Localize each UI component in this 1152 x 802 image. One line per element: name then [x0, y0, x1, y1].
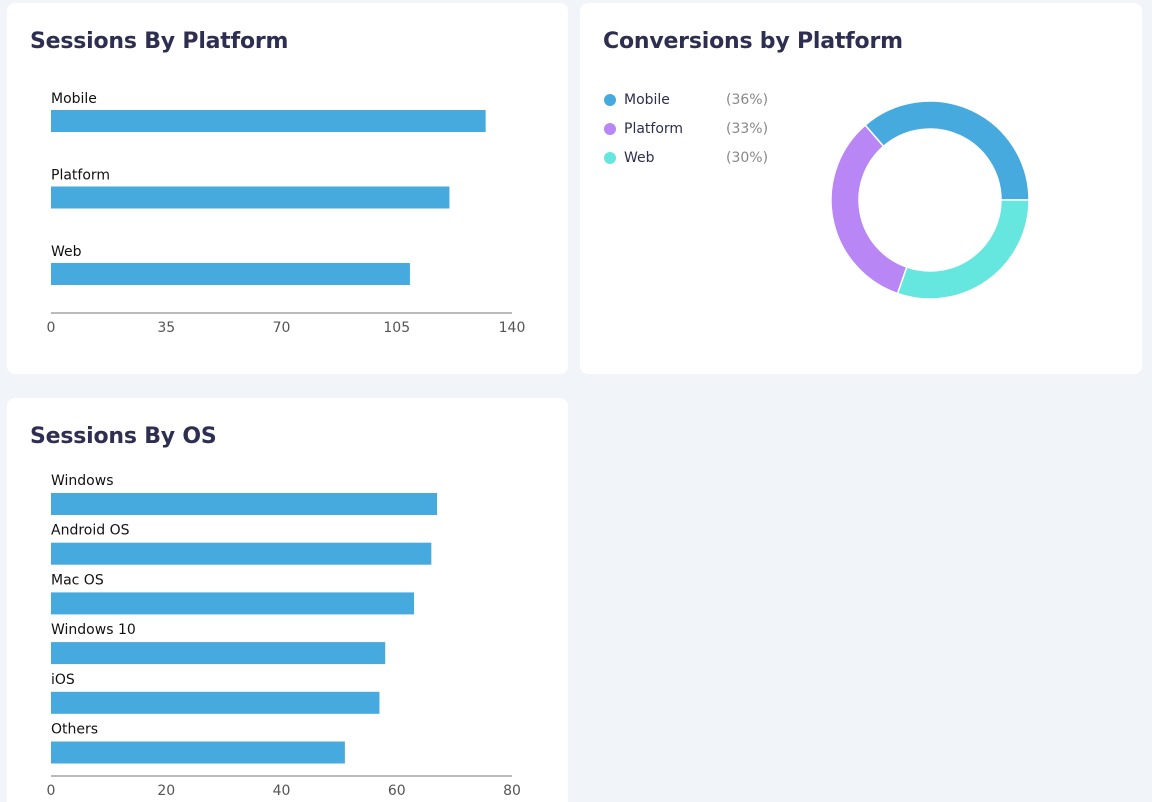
legend-label: Web — [624, 149, 655, 166]
bar-mac-os[interactable] — [51, 592, 415, 615]
bar-others[interactable] — [51, 741, 345, 764]
card-title: Sessions By Platform — [30, 29, 289, 54]
sessions-by-os-chart: Windows Android OS Mac OS Windows 10 iOS Othe… — [47, 473, 521, 799]
category-label-mobile: Mobile — [51, 91, 97, 107]
legend-percent: (36%) — [726, 91, 769, 108]
x-tick-label: 140 — [499, 320, 526, 336]
sessions-by-platform-chart: Mobile Platform Web 0 35 70 105 140 — [47, 91, 526, 336]
x-tick-label: 35 — [157, 320, 175, 336]
donut-slice-platform[interactable] — [830, 124, 908, 295]
bar-android-os[interactable] — [51, 542, 432, 565]
bar-ios[interactable] — [51, 691, 380, 714]
legend-item-platform[interactable]: Platform (33%) — [604, 114, 768, 143]
legend-label: Platform — [624, 120, 684, 137]
donut-slice-web[interactable] — [896, 199, 1030, 300]
category-label-mac-os: Mac OS — [51, 572, 104, 588]
bar-web[interactable] — [51, 263, 410, 285]
x-tick-label: 0 — [47, 320, 56, 336]
bar-windows[interactable] — [51, 493, 438, 515]
x-tick-label: 70 — [273, 320, 291, 336]
card-title: Conversions by Platform — [603, 29, 903, 54]
mobile-dot-icon — [604, 93, 616, 106]
x-tick-label: 80 — [503, 783, 521, 799]
sessions-by-platform-card: Sessions By Platform Mobile Platform Web 0 3… — [7, 3, 568, 374]
donut-slice-mobile[interactable] — [864, 100, 1030, 201]
conversions-by-platform-card: Conversions by Platform Mobile (36%) Pla… — [580, 3, 1142, 374]
category-label-ios: iOS — [51, 672, 75, 688]
category-label-windows: Windows — [51, 473, 114, 489]
x-tick-label: 105 — [383, 320, 410, 336]
legend-label: Mobile — [624, 91, 670, 108]
bar-platform[interactable] — [51, 186, 450, 209]
bar-windows-10[interactable] — [51, 642, 386, 665]
platform-dot-icon — [604, 122, 616, 135]
category-label-android-os: Android OS — [51, 523, 130, 539]
bar-mobile[interactable] — [51, 110, 486, 132]
x-tick-label: 60 — [388, 783, 406, 799]
chart-legend: Mobile (36%) Platform (33%) Web (30%) — [604, 85, 768, 172]
category-label-windows-10: Windows 10 — [51, 622, 136, 638]
category-label-web: Web — [51, 244, 82, 260]
legend-item-web[interactable]: Web (30%) — [604, 143, 768, 172]
legend-item-mobile[interactable]: Mobile (36%) — [604, 85, 768, 114]
web-dot-icon — [604, 151, 616, 164]
category-label-platform: Platform — [51, 168, 110, 184]
sessions-by-os-card: Sessions By OS Windows Android OS Mac OS Wi… — [7, 398, 568, 802]
x-tick-label: 40 — [273, 783, 291, 799]
x-tick-label: 0 — [47, 783, 56, 799]
legend-percent: (30%) — [726, 149, 769, 166]
x-tick-label: 20 — [157, 783, 175, 799]
conversions-donut-chart — [830, 100, 1030, 300]
category-label-others: Others — [51, 722, 98, 738]
legend-percent: (33%) — [726, 120, 769, 137]
card-title: Sessions By OS — [30, 424, 217, 449]
